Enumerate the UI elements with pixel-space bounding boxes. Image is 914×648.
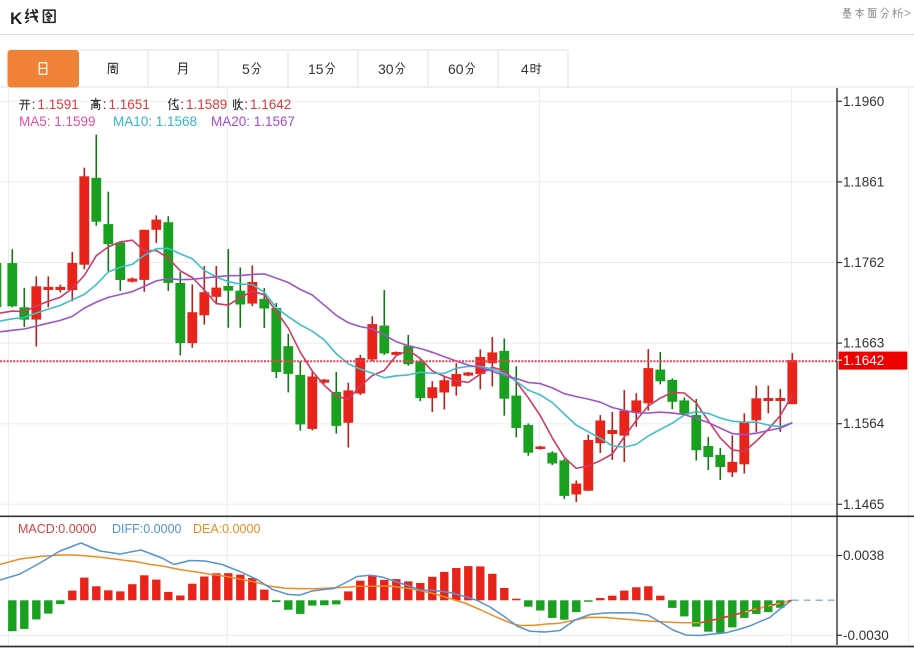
svg-text:1.1861: 1.1861 <box>843 174 884 189</box>
svg-text::: : <box>103 97 107 112</box>
svg-text:1.1663: 1.1663 <box>843 336 884 351</box>
svg-text:>: > <box>904 6 911 20</box>
svg-text:K: K <box>10 9 23 28</box>
svg-text:1.1465: 1.1465 <box>843 497 884 512</box>
svg-text:1.1642: 1.1642 <box>843 353 884 368</box>
svg-text:1.1642: 1.1642 <box>250 97 291 112</box>
svg-text::: : <box>32 97 36 112</box>
svg-text:0.0038: 0.0038 <box>843 548 884 563</box>
svg-text:1.1589: 1.1589 <box>186 97 227 112</box>
svg-text:MA10: 1.1568: MA10: 1.1568 <box>113 114 197 129</box>
svg-text:60: 60 <box>448 61 464 77</box>
svg-text::: : <box>244 97 248 112</box>
svg-text:1.1564: 1.1564 <box>843 416 885 431</box>
svg-text::: : <box>180 97 184 112</box>
svg-text:DIFF:0.0000: DIFF:0.0000 <box>112 522 182 536</box>
svg-text:30: 30 <box>378 61 394 77</box>
svg-text:MA20: 1.1567: MA20: 1.1567 <box>211 114 295 129</box>
svg-text:4: 4 <box>521 61 529 77</box>
svg-text:1.1651: 1.1651 <box>109 97 150 112</box>
svg-text:1.1591: 1.1591 <box>38 97 79 112</box>
svg-text:DEA:0.0000: DEA:0.0000 <box>193 522 260 536</box>
svg-text:15: 15 <box>308 61 324 77</box>
svg-text:MACD:0.0000: MACD:0.0000 <box>18 522 97 536</box>
svg-text:1.1960: 1.1960 <box>843 94 884 109</box>
svg-text:-0.0030: -0.0030 <box>843 628 889 643</box>
svg-text:1.1762: 1.1762 <box>843 255 884 270</box>
svg-text:5: 5 <box>242 61 250 77</box>
svg-text:MA5: 1.1599: MA5: 1.1599 <box>19 114 96 129</box>
